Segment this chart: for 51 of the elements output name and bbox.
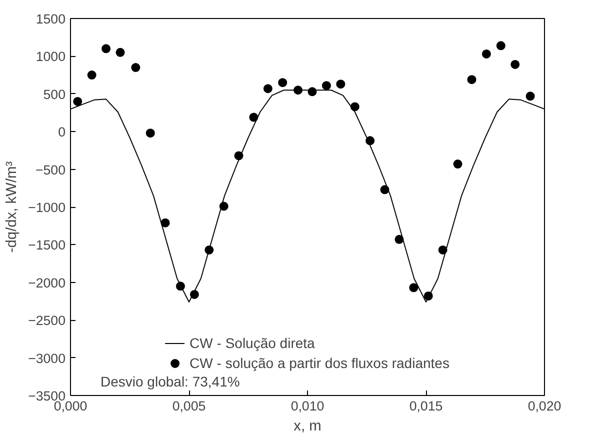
point [131,63,140,72]
point [73,96,82,106]
x-axis-title: x, m [294,418,322,434]
point [190,290,199,299]
point [350,102,360,112]
point [409,283,418,292]
y-tick-label: 1000 [36,49,66,64]
y-tick-label: −500 [35,162,66,178]
point [366,136,375,146]
point [526,92,535,101]
annotation: Desvio global: 73,41% [100,374,240,390]
point [336,80,346,89]
point [176,282,185,291]
point [278,78,288,88]
y-axis-title: -dq/dx, kW/m³ [4,161,20,253]
x-tick-label: 0,015 [409,398,443,414]
point [294,86,303,95]
point [308,87,317,96]
y-tick-label: 1500 [36,12,66,26]
point [510,60,520,69]
y-tick-label: 500 [43,86,66,102]
point [467,75,476,84]
point [394,234,404,244]
point [219,202,228,211]
point [234,151,244,160]
point [453,160,462,169]
legend-label: CW - Solução direta [190,335,315,351]
legend-label: CW - solução a partir dos fluxos radiantes [190,355,450,371]
x-tick-label: 0,020 [528,398,562,414]
point [102,44,111,54]
point [160,218,170,228]
point [496,41,506,50]
point [204,245,214,254]
x-tick-label: 0,010 [290,398,324,414]
point [116,48,125,57]
point [424,291,433,300]
y-tick-label: −1000 [28,200,66,215]
point [322,81,331,90]
y-tick-label: −1500 [28,238,66,253]
y-tick-label: −2500 [28,313,66,328]
point [482,49,491,58]
point [87,70,96,80]
y-tick-label: 0 [58,124,66,140]
y-tick-label: −3000 [28,350,66,366]
point [249,112,258,122]
y-tick-label: −2000 [28,275,66,290]
point [146,128,155,138]
x-tick-label: 0,005 [172,398,206,414]
point [438,245,448,254]
point [380,185,390,194]
point [263,84,272,94]
